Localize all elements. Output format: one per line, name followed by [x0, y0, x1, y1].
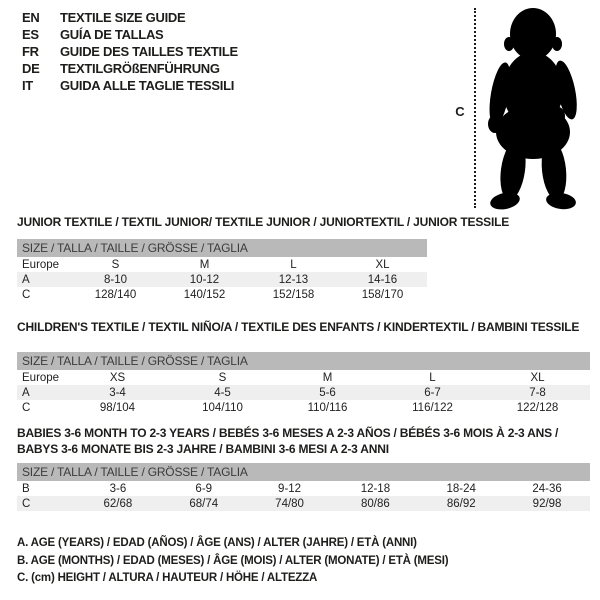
- cell-value: XS: [109, 371, 126, 384]
- language-title: GUÍA DE TALLAS: [60, 27, 164, 42]
- baby-silhouette-icon: [488, 8, 577, 210]
- language-title: TEXTILGRÖßENFÜHRUNG: [60, 61, 220, 76]
- language-code: FR: [22, 44, 39, 59]
- language-title: TEXTILE SIZE GUIDE: [60, 10, 186, 25]
- size-table: SIZE / TALLA / TAILLE / GRÖSSE / TAGLIA E…: [17, 239, 427, 302]
- cell-value: 6-9: [195, 482, 213, 495]
- section-title: BABIES 3-6 MONTH TO 2-3 YEARS / BEBÉS 3-…: [17, 425, 558, 457]
- cell-value: 68/74: [160, 496, 247, 511]
- table-row: A 3-4 4-5 5-6 6-7 7-8: [17, 385, 590, 400]
- cell-value: 7-8: [485, 385, 590, 400]
- language-row: FR GUIDE DES TAILLES TEXTILE: [22, 43, 238, 60]
- row-label: C: [22, 288, 31, 301]
- language-title: GUIDE DES TAILLES TEXTILE: [60, 44, 238, 59]
- table-row: Europe S M L XL: [17, 257, 427, 272]
- cell-value: 110/116: [307, 401, 348, 414]
- baby-figure: C: [450, 2, 600, 214]
- section-title-line: BABYS 3-6 MONATE BIS 2-3 JAHRE / BAMBINI…: [17, 442, 389, 456]
- cell-value: L: [290, 258, 297, 271]
- cell-value: XL: [530, 371, 545, 384]
- cell-value: 98/104: [99, 401, 136, 414]
- row-label: B: [22, 482, 30, 495]
- language-code: ES: [22, 27, 39, 42]
- row-label: A: [17, 272, 71, 287]
- table-row: C 128/140 140/152 152/158 158/170: [17, 287, 427, 302]
- language-title: GUIDA ALLE TAGLIE TESSILI: [60, 78, 235, 93]
- cell-value: 4-5: [170, 385, 275, 400]
- footnote: C. (cm) HEIGHT / ALTURA / HAUTEUR / HÖHE…: [17, 572, 318, 584]
- table-row: C 98/104 104/110 110/116 116/122 122/128: [17, 400, 590, 415]
- cell-value: L: [429, 371, 436, 384]
- section-title-line: JUNIOR TEXTILE / TEXTIL JUNIOR/ TEXTILE …: [17, 215, 510, 229]
- cell-value: 104/110: [202, 401, 243, 414]
- section-title: CHILDREN'S TEXTILE / TEXTIL NIÑO/A / TEX…: [17, 319, 579, 335]
- section-title-line: CHILDREN'S TEXTILE / TEXTIL NIÑO/A / TEX…: [17, 320, 580, 334]
- table-header-bar: SIZE / TALLA / TAILLE / GRÖSSE / TAGLIA: [17, 352, 590, 370]
- cell-value: 3-6: [109, 482, 127, 495]
- cell-value: XL: [375, 258, 390, 271]
- cell-value: 18-24: [446, 482, 476, 495]
- cell-value: 140/152: [183, 288, 226, 301]
- table-header-bar: SIZE / TALLA / TAILLE / GRÖSSE / TAGLIA: [17, 239, 427, 257]
- footnotes: A. AGE (YEARS) / EDAD (AÑOS) / ÂGE (ANS)…: [17, 535, 449, 588]
- table-row: A 8-10 10-12 12-13 14-16: [17, 272, 427, 287]
- table-header-label: SIZE / TALLA / TAILLE / GRÖSSE / TAGLIA: [17, 239, 427, 257]
- language-code: DE: [22, 61, 40, 76]
- table-header-label: SIZE / TALLA / TAILLE / GRÖSSE / TAGLIA: [17, 463, 590, 481]
- cell-value: 12-18: [360, 482, 391, 495]
- table-header-bar: SIZE / TALLA / TAILLE / GRÖSSE / TAGLIA: [17, 463, 590, 481]
- table-row: B 3-6 6-9 9-12 12-18 18-24 24-36: [17, 481, 590, 496]
- cell-value: 158/170: [361, 288, 404, 301]
- row-label: A: [17, 385, 65, 400]
- section-title-line: BABIES 3-6 MONTH TO 2-3 YEARS / BEBÉS 3-…: [17, 426, 559, 440]
- cell-value: M: [322, 371, 333, 384]
- cell-value: 12-13: [249, 272, 338, 287]
- cell-value: 5-6: [275, 385, 380, 400]
- cell-value: 9-12: [278, 482, 302, 495]
- language-code: EN: [22, 10, 40, 25]
- language-code: IT: [22, 78, 33, 93]
- cell-value: 24-36: [532, 482, 562, 495]
- language-row: DE TEXTILGRÖßENFÜHRUNG: [22, 60, 238, 77]
- cell-value: 6-7: [380, 385, 485, 400]
- language-row: ES GUÍA DE TALLAS: [22, 26, 238, 43]
- cell-value: S: [111, 258, 120, 271]
- table-row: C 62/68 68/74 74/80 80/86 86/92 92/98: [17, 496, 590, 511]
- cell-value: 74/80: [246, 496, 333, 511]
- cell-value: S: [218, 371, 227, 384]
- footnote: A. AGE (YEARS) / EDAD (AÑOS) / ÂGE (ANS)…: [17, 537, 417, 549]
- cell-value: 86/92: [418, 496, 505, 511]
- language-row: IT GUIDA ALLE TAGLIE TESSILI: [22, 77, 238, 94]
- size-table: SIZE / TALLA / TAILLE / GRÖSSE / TAGLIA B…: [17, 463, 590, 511]
- cell-value: 92/98: [504, 496, 590, 511]
- cell-value: 3-4: [65, 385, 170, 400]
- cell-value: 62/68: [75, 496, 161, 511]
- row-label: C: [22, 401, 31, 414]
- row-label: Europe: [22, 258, 60, 271]
- cell-value: 122/128: [516, 401, 559, 414]
- section-title: JUNIOR TEXTILE / TEXTIL JUNIOR/ TEXTILE …: [17, 214, 509, 230]
- footnote: B. AGE (MONTHS) / EDAD (MESES) / ÂGE (MO…: [17, 554, 449, 567]
- language-guide: EN TEXTILE SIZE GUIDE ES GUÍA DE TALLAS FR GU…: [22, 9, 238, 94]
- cell-value: M: [199, 258, 210, 271]
- cell-value: 128/140: [94, 288, 137, 301]
- language-row: EN TEXTILE SIZE GUIDE: [22, 9, 238, 26]
- table-row: Europe XS S M L XL: [17, 370, 590, 385]
- cell-value: 8-10: [71, 272, 160, 287]
- table-header-label: SIZE / TALLA / TAILLE / GRÖSSE / TAGLIA: [17, 352, 590, 370]
- row-label: C: [17, 496, 75, 511]
- height-label: C: [455, 104, 465, 119]
- cell-value: 80/86: [332, 496, 419, 511]
- height-measure-line: [474, 8, 476, 208]
- row-label: Europe: [22, 371, 60, 384]
- cell-value: 152/158: [272, 288, 315, 301]
- cell-value: 116/122: [412, 401, 453, 414]
- cell-value: 14-16: [338, 272, 427, 287]
- size-table: SIZE / TALLA / TAILLE / GRÖSSE / TAGLIA E…: [17, 352, 590, 415]
- cell-value: 10-12: [160, 272, 249, 287]
